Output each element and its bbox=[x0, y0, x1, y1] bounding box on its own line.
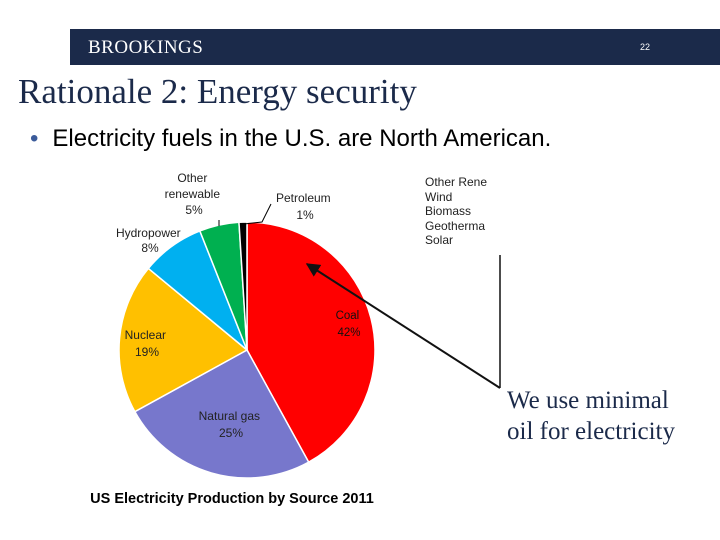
label-petroleum: Petroleum 1% bbox=[276, 191, 334, 222]
label-coal: Coal 42% bbox=[336, 310, 363, 339]
renewables-list-item: Geotherma bbox=[425, 218, 486, 233]
slide-title: Rationale 2: Energy security bbox=[18, 72, 417, 111]
value-hydropower: 8% bbox=[141, 241, 159, 255]
value-natural-gas: 25% bbox=[219, 426, 243, 440]
bullet-text: Electricity fuels in the U.S. are North … bbox=[52, 125, 552, 152]
renewables-list-item: Biomass bbox=[425, 204, 472, 218]
callout-text: We use minimal oil for electricity bbox=[507, 385, 712, 447]
callout-arrow bbox=[305, 263, 501, 389]
label-other-renewable: Other renewable 5% bbox=[165, 171, 224, 217]
pie-slice-nuclear bbox=[118, 267, 249, 413]
callout-line-1: We use minimal bbox=[507, 387, 669, 414]
header-bar: BROOKINGS 22 bbox=[70, 29, 720, 65]
petroleum-leader-line bbox=[243, 203, 272, 225]
value-other-renewable: 5% bbox=[185, 203, 203, 217]
label-natural-gas: Natural gas 25% bbox=[199, 409, 264, 440]
chart-title: US Electricity Production by Source 2011 bbox=[90, 491, 374, 507]
value-coal: 42% bbox=[337, 327, 360, 339]
callout-line-2: oil for electricity bbox=[507, 418, 675, 445]
label-hydropower: Hydropower 8% bbox=[116, 226, 184, 255]
slide-number: 22 bbox=[639, 42, 650, 52]
renewables-list-item: Wind bbox=[425, 189, 453, 204]
value-nuclear: 19% bbox=[135, 345, 159, 359]
label-nuclear: Nuclear 19% bbox=[125, 328, 170, 359]
pie-slice-natural-gas bbox=[133, 348, 310, 479]
bullet-point: • Electricity fuels in the U.S. are North… bbox=[30, 125, 551, 153]
pie-slices bbox=[118, 221, 376, 479]
pie-slice-coal bbox=[246, 221, 376, 464]
pie-chart: Other renewable 5% Petroleum 1% Hydropow… bbox=[90, 171, 501, 507]
pie-slice-petroleum bbox=[238, 221, 248, 351]
renewables-list: Other Rene Wind Biomass Geotherma Solar bbox=[425, 175, 497, 248]
bullet-icon: • bbox=[30, 125, 39, 152]
renewables-list-item: Solar bbox=[425, 233, 454, 247]
value-petroleum: 1% bbox=[296, 208, 314, 222]
renewables-list-item: Other Rene bbox=[425, 175, 488, 189]
brand-logo: BROOKINGS bbox=[88, 37, 204, 58]
